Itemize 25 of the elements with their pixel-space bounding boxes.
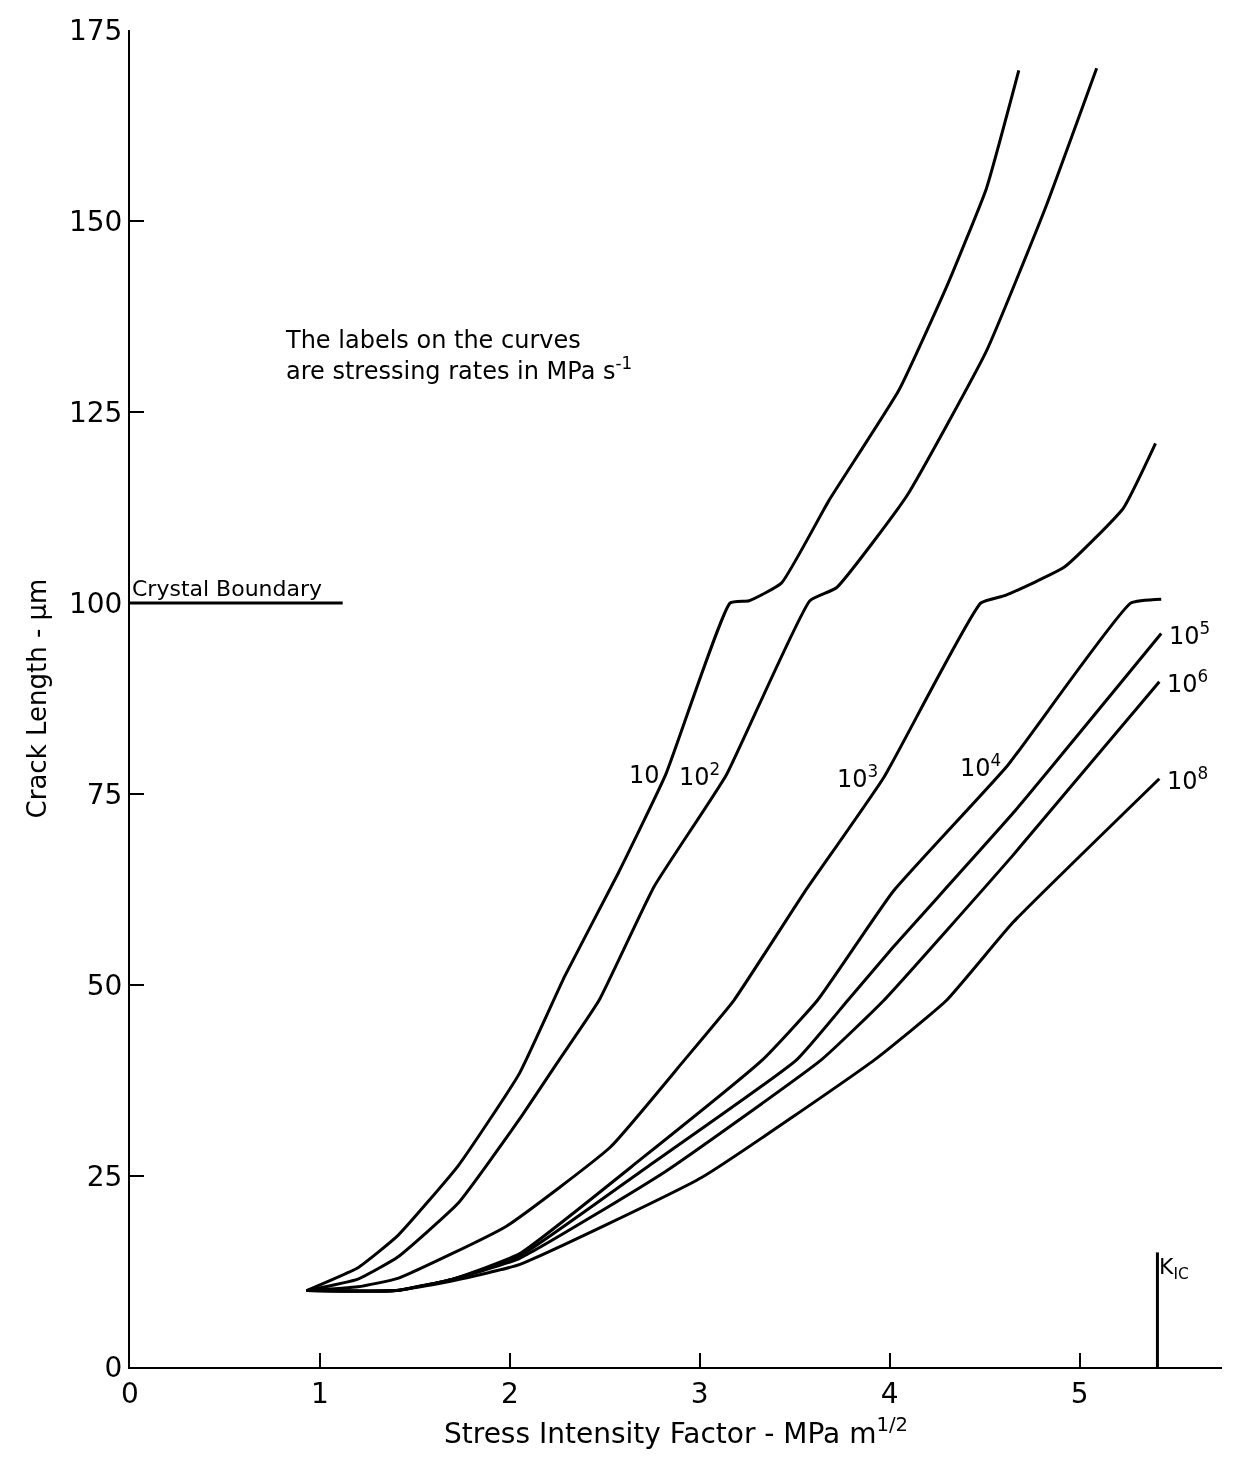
annotation: The labels on the curves are stressing rates in MPa s$^{-1}$	[285, 326, 633, 386]
series-label: K$_{IC}$	[1159, 1254, 1189, 1283]
y-tick-label: 125	[68, 395, 123, 429]
annotation: 10$^{5}$	[1169, 618, 1211, 651]
y-tick-label: 0	[104, 1350, 123, 1384]
y-tick-label: 150	[68, 204, 123, 238]
y-axis-title: Crack Length - μm	[21, 578, 52, 819]
x-axis-title: Stress Intensity Factor - MPa m$^{1/2}$	[443, 1413, 909, 1451]
y-tick-label: 75	[86, 777, 123, 811]
annotation: 10$^{4}$	[960, 750, 1002, 783]
x-tick-label: 3	[690, 1376, 709, 1410]
annotation: 10$^{6}$	[1167, 666, 1209, 699]
x-tick-label: 1	[311, 1376, 329, 1410]
annotation: 10$^{8}$	[1167, 763, 1209, 796]
y-tick-label: 25	[86, 1159, 123, 1193]
y-tick-label: 100	[68, 586, 123, 620]
y-tick-label: 175	[68, 13, 123, 47]
x-tick-label: 5	[1070, 1376, 1089, 1410]
y-tick-label: 50	[86, 968, 123, 1002]
annotation: 10$^{3}$	[837, 761, 879, 794]
series-label: Crystal Boundary	[132, 576, 323, 601]
annotation: 10	[629, 761, 660, 789]
annotation: 10$^{2}$	[679, 759, 721, 792]
x-tick-label: 4	[880, 1376, 899, 1410]
x-tick-label: 2	[500, 1376, 519, 1410]
